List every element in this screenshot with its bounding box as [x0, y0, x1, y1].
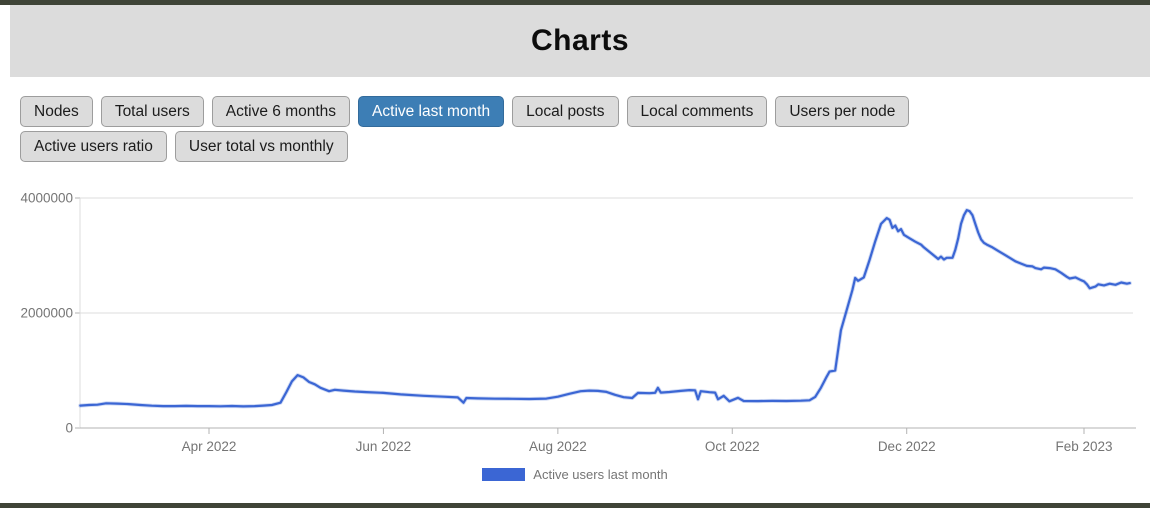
page-header: Charts [10, 5, 1150, 77]
series-line-halo [78, 208, 1132, 409]
y-tick-label: 4000000 [20, 191, 73, 206]
top-border-bar [0, 0, 1150, 5]
y-tick-label: 0 [65, 421, 73, 436]
tab-active-users-ratio[interactable]: Active users ratio [20, 131, 167, 162]
x-tick-label: Apr 2022 [182, 439, 237, 454]
tab-local-posts[interactable]: Local posts [512, 96, 619, 127]
tab-active-6-months[interactable]: Active 6 months [211, 96, 351, 127]
y-tick-label: 2000000 [20, 306, 73, 321]
bottom-border-bar [0, 503, 1150, 508]
page-title: Charts [530, 24, 630, 57]
chart-tabs: Nodes Total users Active 6 months Active la… [20, 96, 1050, 162]
legend-label: Active users last month [533, 467, 668, 482]
x-tick-label: Dec 2022 [878, 439, 936, 454]
tab-nodes[interactable]: Nodes [20, 96, 93, 127]
x-tick-label: Oct 2022 [705, 439, 760, 454]
x-tick-label: Jun 2022 [356, 439, 412, 454]
tab-user-total-vs-monthly[interactable]: User total vs monthly [174, 131, 348, 162]
tab-total-users[interactable]: Total users [100, 96, 204, 127]
tab-users-per-node[interactable]: Users per node [775, 96, 910, 127]
tab-local-comments[interactable]: Local comments [626, 96, 768, 127]
legend-swatch [482, 468, 526, 481]
series-line[interactable] [79, 209, 1131, 408]
x-tick-label: Feb 2023 [1055, 439, 1112, 454]
tab-active-last-month[interactable]: Active last month [358, 96, 505, 127]
x-tick-label: Aug 2022 [529, 439, 587, 454]
chart-legend: Active users last month [0, 467, 1150, 482]
